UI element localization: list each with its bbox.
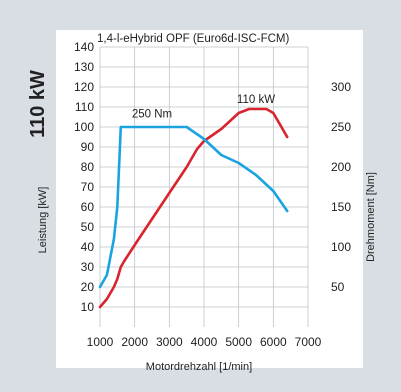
y-right-tick-label-5: 300 [331, 80, 351, 94]
y-right-tick-label-2: 150 [331, 200, 351, 214]
annotations: 110 kW 250 Nm [132, 94, 275, 120]
y-left-tick-label-7: 80 [81, 160, 95, 174]
y-right-tick-label-4: 250 [331, 120, 351, 134]
x-tick-label-1: 2000 [121, 335, 148, 349]
chart-title: 110 kW [27, 70, 49, 138]
y-right-tick-label-3: 200 [331, 160, 351, 174]
y-left-tick-label-12: 130 [74, 60, 94, 74]
y-axis-left-label: Leistung [kW] [37, 187, 49, 254]
x-tick-label-5: 6000 [260, 335, 287, 349]
x-tick-label-0: 1000 [87, 335, 114, 349]
series-layer [98, 107, 289, 309]
x-tick-label-3: 4000 [191, 335, 218, 349]
y-axis-right-label: Drehmoment [Nm] [365, 172, 377, 262]
x-tick-label-2: 3000 [156, 335, 183, 349]
y-left-tick-label-1: 20 [81, 280, 95, 294]
y-right-tick-label-1: 100 [331, 240, 351, 254]
y-left-tick-label-2: 30 [81, 260, 95, 274]
y-left-tick-label-6: 70 [81, 180, 95, 194]
y-left-tick-label-9: 100 [74, 120, 94, 134]
annotation-1: 250 Nm [132, 108, 172, 120]
y-left-tick-label-5: 60 [81, 200, 95, 214]
x-tick-label-6: 7000 [295, 335, 322, 349]
x-tick-label-4: 5000 [225, 335, 252, 349]
y-left-tick-label-11: 120 [74, 80, 94, 94]
grid [99, 46, 309, 327]
plot-panel [56, 30, 363, 368]
chart-subtitle: 1,4-l-eHybrid OPF (Euro6d-ISC-FCM) [97, 33, 290, 45]
y-left-tick-label-3: 40 [81, 240, 95, 254]
y-left-tick-label-8: 90 [81, 140, 95, 154]
y-left-tick-label-4: 50 [81, 220, 95, 234]
y-left-tick-label-0: 10 [81, 300, 95, 314]
series-line-1 [98, 125, 289, 289]
y-left-tick-label-13: 140 [74, 40, 94, 54]
y-left-tick-label-10: 110 [75, 100, 94, 114]
y-right-tick-label-0: 50 [331, 280, 345, 294]
tick-labels: 1000 2000 3000 4000 5000 6000 7000 10 20 30 40 50 60… [74, 40, 351, 349]
series-line-0 [98, 107, 289, 309]
annotation-0: 110 kW [237, 94, 275, 106]
x-axis-label: Motordrehzahl [1/min] [146, 361, 252, 373]
